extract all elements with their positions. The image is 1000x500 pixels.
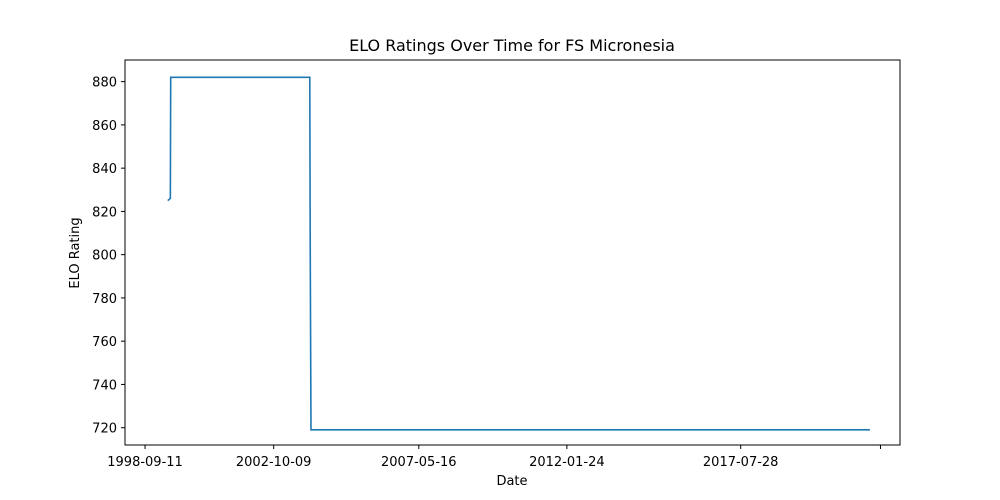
- series-group: [167, 76, 870, 431]
- x-tick-label: 2017-07-28: [703, 455, 779, 470]
- y-tick-label: 800: [92, 249, 117, 264]
- y-tick-label: 840: [92, 162, 117, 177]
- y-axis-label: ELO Rating: [68, 217, 83, 288]
- x-axis-label: Date: [496, 474, 527, 489]
- y-tick-label: 860: [92, 119, 117, 134]
- series-line: [167, 76, 870, 431]
- y-tick-label: 820: [92, 205, 117, 220]
- y-tick-label: 780: [92, 292, 117, 307]
- y-tick-label: 740: [92, 378, 117, 393]
- x-tick-label: 2002-10-09: [236, 455, 312, 470]
- plot-frame: [124, 59, 901, 446]
- x-tick-label: 2012-01-24: [529, 455, 605, 470]
- y-tick-label: 720: [92, 422, 117, 437]
- y-tick-label: 760: [92, 335, 117, 350]
- x-tick-label: 2007-05-16: [381, 455, 457, 470]
- x-tick-label: 1998-09-11: [107, 455, 183, 470]
- chart-title: ELO Ratings Over Time for FS Micronesia: [349, 36, 675, 55]
- y-tick-label: 880: [92, 76, 117, 91]
- y-axis: 720 740 760 780 800 820 840 860 880: [92, 76, 125, 437]
- x-axis: 1998-09-11 2002-10-09 2007-05-16 2012-01-24…: [107, 445, 881, 470]
